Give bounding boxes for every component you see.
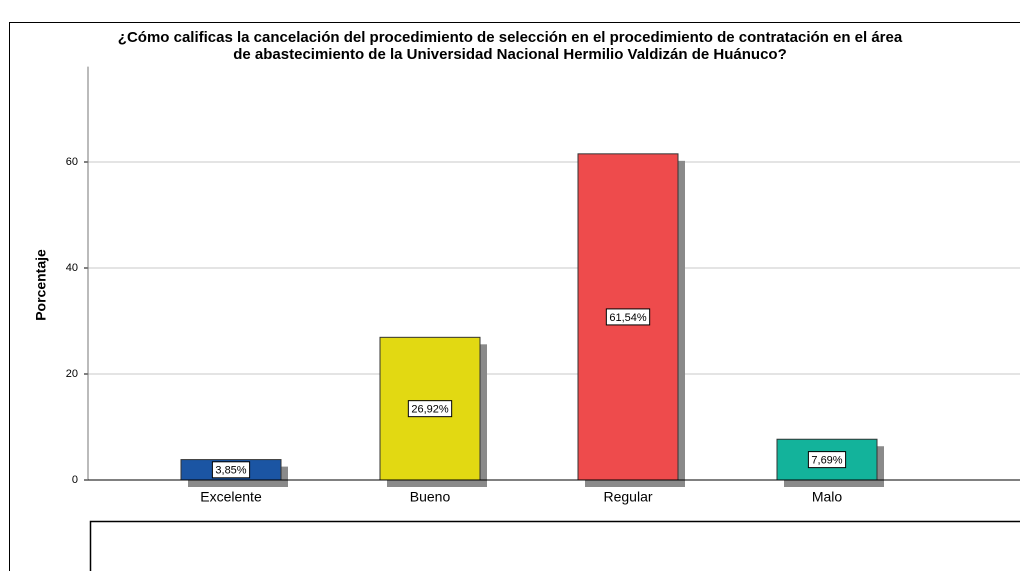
y-tick-label: 20 [66, 368, 78, 380]
x-tick-label: Bueno [410, 489, 451, 505]
y-tick-label: 40 [66, 262, 78, 274]
data-label: 26,92% [411, 404, 449, 416]
data-label: 7,69% [811, 455, 842, 467]
x-tick-label: Excelente [200, 489, 262, 505]
y-tick-label: 60 [66, 156, 78, 168]
chart-title: de abastecimiento de la Universidad Naci… [233, 46, 786, 63]
y-tick-label: 0 [72, 474, 78, 486]
x-tick-label: Regular [603, 489, 652, 505]
x-tick-label: Malo [812, 489, 843, 505]
data-label: 61,54% [609, 312, 647, 324]
data-label: 3,85% [215, 465, 246, 477]
footer-box [91, 522, 1020, 572]
y-axis-label: Porcentaje [33, 249, 49, 321]
chart-title: ¿Cómo calificas la cancelación del proce… [118, 29, 903, 46]
